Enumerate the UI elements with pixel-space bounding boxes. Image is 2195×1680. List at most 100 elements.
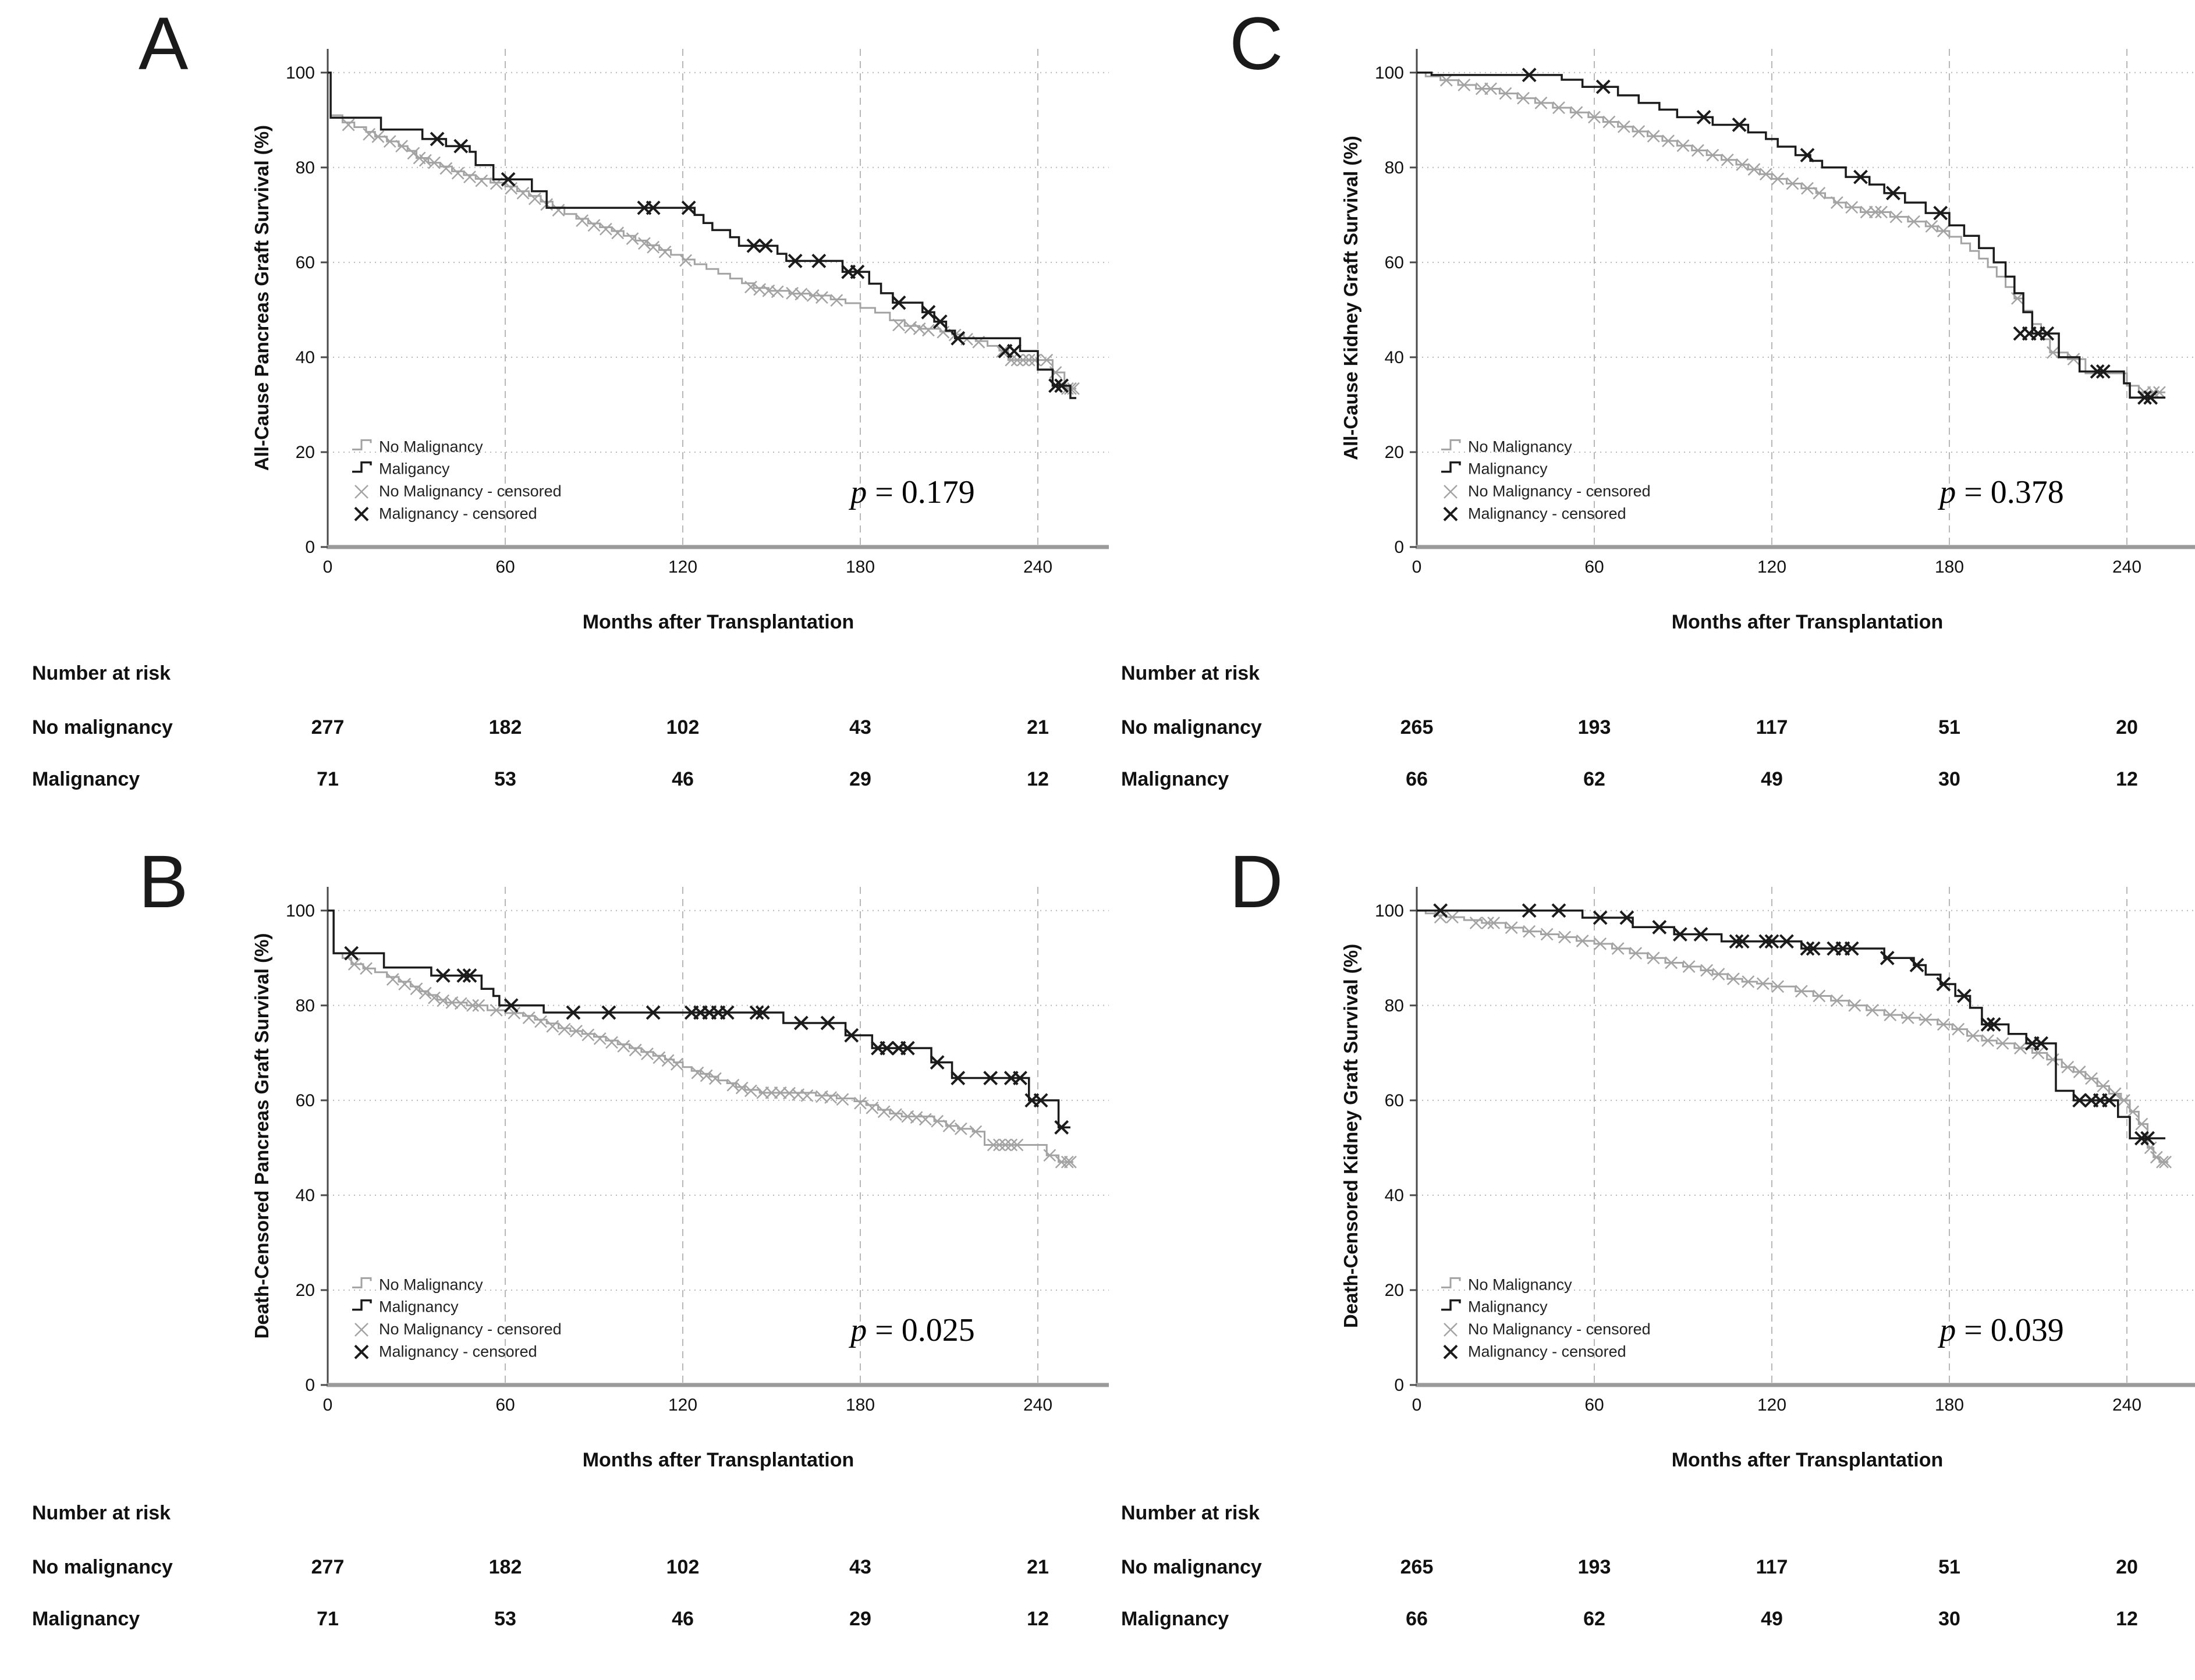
censor-mark [793, 1015, 809, 1031]
censor-mark [1706, 148, 1719, 162]
censor-mark [2126, 1105, 2140, 1118]
x-axis-title: Months after Transplantation [1672, 611, 1944, 633]
censor-mark [383, 135, 396, 148]
censor-mark [709, 1072, 722, 1085]
censor-mark [880, 1040, 895, 1056]
censor-mark [2034, 1036, 2048, 1051]
legend-label: No Malignancy [1468, 438, 1572, 455]
x-tick-label: 240 [2112, 557, 2141, 577]
censor-mark [1933, 205, 1948, 221]
censor-mark [2090, 364, 2105, 379]
censor-mark [1551, 903, 1566, 918]
censor-mark [1795, 985, 1808, 998]
legend-label: No Malignancy - censored [379, 1320, 562, 1338]
censor-mark [1570, 106, 1583, 119]
censor-mark [681, 200, 696, 215]
censor-mark [419, 986, 432, 1000]
censor-mark [1484, 82, 1497, 95]
y-tick-label: 100 [286, 901, 315, 921]
censor-mark [1830, 994, 1843, 1007]
x-tick-label: 180 [1935, 557, 1964, 577]
censor-mark [1848, 999, 1861, 1012]
censor-mark [788, 253, 803, 268]
y-tick-label: 80 [1385, 158, 1404, 177]
censor-mark [744, 1084, 757, 1097]
legend-label: Malignancy [379, 1298, 459, 1316]
legend-censor-glyph [354, 485, 368, 499]
censor-mark [1673, 927, 1687, 942]
p-value-label: p = 0.179 [848, 474, 975, 510]
censor-mark [2140, 1131, 2155, 1146]
censor-mark [919, 1113, 932, 1126]
censor-mark [1692, 144, 1704, 157]
risk-table-panel-d: Number at risk No malignancy 265 193 117 51 20… [1112, 1487, 2195, 1662]
x-tick-label: 0 [323, 1395, 333, 1415]
censor-mark [930, 1055, 945, 1070]
censor-mark [824, 1091, 838, 1104]
legend-step-glyph [352, 1277, 372, 1288]
censor-mark [413, 151, 426, 165]
censor-mark [2153, 386, 2166, 399]
censor-mark [534, 1015, 547, 1028]
legend-step-glyph [352, 461, 372, 473]
censor-mark [1617, 120, 1630, 133]
censor-mark [1006, 343, 1022, 358]
censor-mark [1054, 1120, 1069, 1135]
censor-mark [746, 238, 761, 253]
censor-mark [2073, 1065, 2086, 1078]
risk-count: 193 [1577, 1556, 1611, 1578]
censor-mark [1880, 950, 1895, 965]
censor-mark [866, 1102, 879, 1114]
risk-count: 21 [1027, 716, 1049, 738]
censor-mark [658, 246, 672, 258]
km-chart-panel-a: 0 20 40 60 80 100 0 60 120 180 240 Months after Tra… [251, 49, 1109, 633]
risk-count: 12 [1027, 768, 1049, 790]
legend-step-glyph [1441, 1277, 1461, 1288]
censor-mark [629, 1043, 642, 1057]
y-tick-label: 0 [305, 1376, 315, 1395]
censor-mark [1619, 910, 1634, 925]
censor-mark [1540, 928, 1554, 941]
censor-mark [932, 314, 948, 329]
censor-mark [398, 978, 412, 991]
censor-mark [670, 1058, 683, 1071]
censor-mark [836, 1093, 849, 1106]
km-chart-panel-c: 0 20 40 60 80 100 0 60 120 180 240 Months after Tra… [1340, 49, 2195, 633]
censor-mark [1505, 921, 1518, 934]
panel-letter-c: C [1229, 2, 1283, 86]
x-tick-label: 60 [1584, 1395, 1604, 1415]
risk-table-header: Number at risk [32, 662, 171, 684]
y-tick-label: 100 [1375, 901, 1404, 921]
risk-count: 182 [488, 1556, 522, 1578]
censor-mark [516, 186, 530, 200]
censor-mark [2072, 1093, 2087, 1108]
y-tick-label: 40 [1385, 348, 1404, 367]
censor-mark [1048, 378, 1063, 393]
risk-count: 29 [849, 768, 871, 790]
censor-mark [2159, 1155, 2172, 1168]
censor-mark [593, 1032, 607, 1045]
survival-curve-maligancy [328, 72, 1077, 399]
censor-mark [1764, 934, 1779, 949]
p-value-label: p = 0.025 [848, 1312, 975, 1348]
censor-mark [1439, 73, 1453, 87]
x-axis-title: Months after Transplantation [1672, 1449, 1944, 1471]
censor-mark [599, 222, 612, 236]
x-tick-label: 120 [1757, 557, 1786, 577]
y-tick-label: 0 [1394, 538, 1404, 557]
censor-mark [1576, 935, 1589, 947]
censor-mark [454, 997, 467, 1010]
censor-mark [1602, 115, 1616, 129]
censor-mark [830, 294, 843, 307]
y-tick-label: 40 [296, 348, 315, 367]
y-tick-label: 60 [296, 1091, 315, 1110]
risk-count: 71 [317, 1608, 339, 1630]
legend-censor-glyph [1444, 485, 1458, 499]
censor-mark [428, 991, 441, 1004]
censor-mark [2061, 1060, 2075, 1074]
censor-mark [1595, 79, 1611, 94]
risk-row-label: No malignancy [32, 716, 173, 738]
censor-mark [815, 291, 828, 304]
censor-mark [1446, 911, 1459, 924]
censor-mark [1875, 205, 1888, 219]
